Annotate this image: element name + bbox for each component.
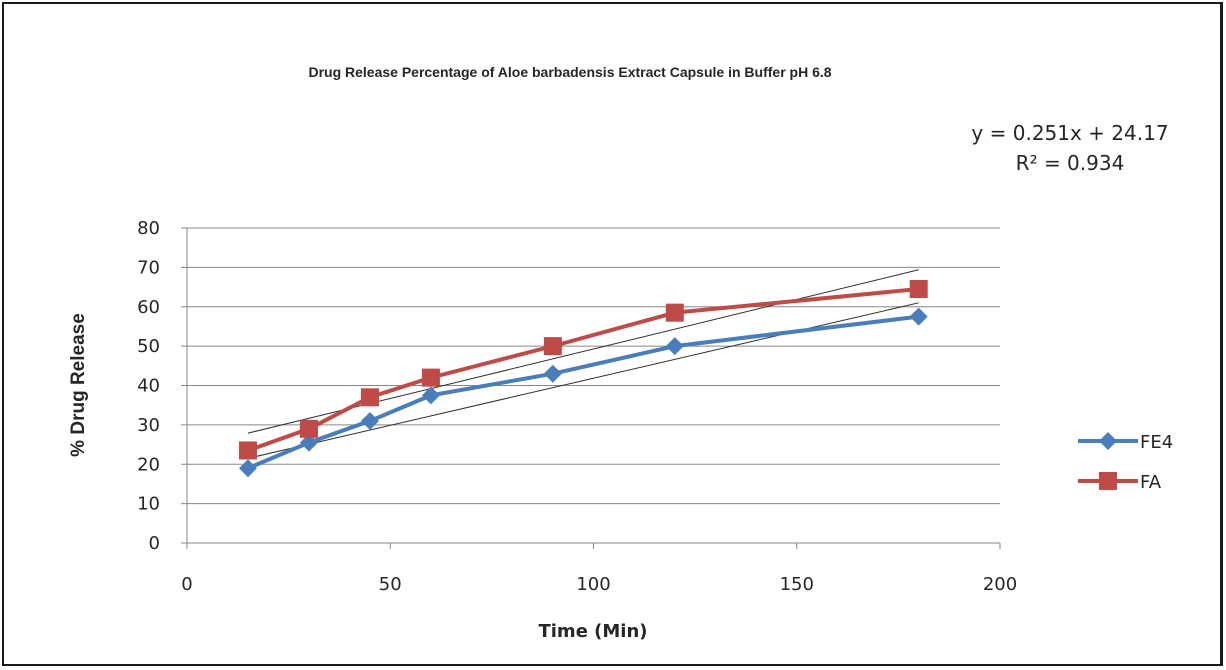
- y-tick-label: 70: [137, 257, 160, 278]
- y-tick-label: 20: [137, 454, 160, 475]
- data-point-fe4: [238, 459, 257, 478]
- data-point-fa: [238, 441, 257, 460]
- y-tick-label: 30: [137, 415, 160, 436]
- axes: [181, 227, 1001, 549]
- x-tick-label: 50: [379, 574, 402, 595]
- y-tick-labels: 0 10 20 30 40 50 60 70 80: [137, 218, 160, 554]
- trendline-equation: y = 0.251x + 24.17: [971, 121, 1168, 145]
- series-group: [238, 280, 928, 478]
- x-tick-label: 200: [983, 574, 1017, 595]
- gridlines: [187, 227, 1000, 505]
- trendline-fa: [247, 269, 919, 434]
- legend-item-fe4: FE4: [1078, 432, 1173, 453]
- y-tick-label: 60: [137, 297, 160, 318]
- data-point-fe4: [360, 411, 379, 430]
- data-point-fa: [299, 419, 318, 438]
- legend: FE4 FA: [1078, 432, 1173, 493]
- data-point-fe4: [665, 337, 684, 356]
- x-tick-label: 0: [181, 574, 192, 595]
- data-point-fa: [360, 388, 379, 407]
- y-tick-label: 50: [137, 336, 160, 357]
- series-line-fa: [247, 287, 919, 453]
- data-point-fa: [665, 303, 684, 322]
- x-tick-label: 100: [576, 574, 610, 595]
- x-tick-labels: 0 50 100 150 200: [181, 574, 1017, 595]
- legend-marker: [1099, 432, 1117, 450]
- x-tick-label: 150: [780, 574, 814, 595]
- y-tick-label: 80: [137, 218, 160, 239]
- data-point-fe4: [299, 433, 318, 452]
- data-point-fe4: [421, 386, 440, 405]
- data-point-fe4: [543, 364, 562, 383]
- trendline-fe4: [247, 302, 919, 459]
- chart-title: Drug Release Percentage of Aloe barbaden…: [308, 64, 831, 80]
- legend-label: FA: [1140, 472, 1162, 493]
- trendline-r-squared: R² = 0.934: [1016, 151, 1125, 175]
- data-point-fa: [909, 280, 928, 299]
- data-point-fa: [543, 337, 562, 356]
- y-tick-label: 0: [149, 533, 160, 554]
- y-tick-label: 10: [137, 494, 160, 515]
- x-axis-label: Time (Min): [538, 621, 647, 642]
- data-point-fa: [421, 368, 440, 387]
- legend-item-fa: FA: [1078, 472, 1162, 493]
- legend-marker: [1099, 472, 1117, 490]
- legend-label: FE4: [1140, 432, 1173, 453]
- data-point-fe4: [909, 307, 928, 326]
- y-axis-label: % Drug Release: [68, 313, 89, 457]
- y-tick-label: 40: [137, 376, 160, 397]
